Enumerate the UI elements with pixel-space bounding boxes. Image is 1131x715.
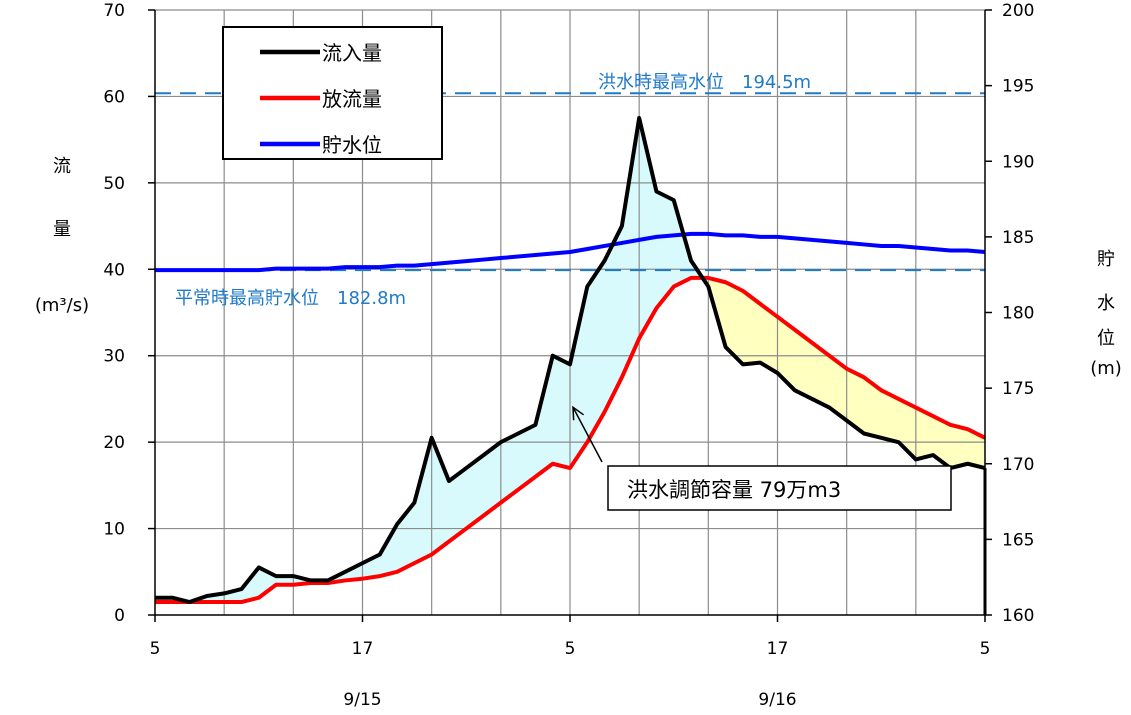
left-tick-label: 20: [103, 433, 125, 453]
annotation: 洪水調節容量 79万m3: [572, 405, 952, 511]
legend-label: 流入量: [322, 41, 382, 65]
x-tick-label: 5: [565, 639, 576, 659]
right-axis-label-part: 貯: [1097, 249, 1115, 270]
date-label: 9/16: [758, 690, 796, 710]
left-axis-ticks: 0 10 20 30 40 50 60 70: [103, 1, 155, 626]
left-tick-label: 50: [103, 174, 125, 194]
right-tick-label: 195: [1002, 77, 1034, 97]
date-labels: 9/15 9/16: [343, 690, 796, 710]
storage-fill-area: [155, 118, 703, 603]
left-tick-label: 70: [103, 1, 125, 21]
legend-box: [222, 26, 443, 160]
left-axis-label-part: 流: [53, 156, 71, 177]
right-tick-label: 165: [1002, 530, 1034, 550]
series-line-storage-level: [155, 231, 986, 273]
reference-line-label: 洪水時最高水位 194.5m: [598, 72, 811, 93]
left-tick-label: 60: [103, 87, 125, 107]
right-axis-label-part: (m): [1090, 358, 1122, 379]
left-axis-label: 流量 (m³/s): [35, 156, 89, 316]
x-tick-label: 5: [980, 639, 991, 659]
series-line-inflow: [155, 116, 986, 605]
right-tick-label: 190: [1002, 152, 1034, 172]
left-axis-label-part: 量: [53, 219, 71, 240]
series-lines: [155, 116, 987, 615]
x-tick-label: 17: [352, 639, 374, 659]
x-tick-label: 5: [150, 639, 161, 659]
right-tick-label: 170: [1002, 455, 1034, 475]
left-tick-label: 30: [103, 347, 125, 367]
left-tick-label: 10: [103, 520, 125, 540]
right-axis-ticks: 160 165 170 175 180 185 190 195 200: [985, 1, 1034, 626]
release-fill-area: [702, 277, 985, 469]
annotation-text: 洪水調節容量 79万m3: [627, 478, 841, 502]
storage-fill-areas: [155, 118, 985, 603]
right-axis-label-part: 水: [1097, 293, 1115, 314]
right-tick-label: 185: [1002, 228, 1034, 248]
right-tick-label: 160: [1002, 606, 1034, 626]
x-axis-ticks: 5 17 5 17 5: [150, 615, 991, 659]
x-tick-label: 17: [767, 639, 789, 659]
annotation-arrow-line: [572, 406, 603, 463]
legend-label: 貯水位: [322, 133, 382, 157]
right-axis-label: 貯水位 (m): [1090, 249, 1122, 379]
left-axis-label-part: (m³/s): [35, 295, 89, 316]
annotation-arrow-head: [572, 405, 585, 421]
left-tick-label: 0: [114, 606, 125, 626]
right-tick-label: 175: [1002, 379, 1034, 399]
legend-label: 放流量: [322, 87, 382, 111]
reference-line-label: 平常時最高貯水位 182.8m: [175, 288, 406, 309]
right-axis-label-part: 位: [1097, 328, 1115, 349]
series-line-outflow: [155, 275, 986, 605]
right-tick-label: 200: [1002, 1, 1034, 21]
left-tick-label: 40: [103, 260, 125, 280]
date-label: 9/15: [343, 690, 381, 710]
annotation-box: [607, 465, 952, 511]
right-tick-label: 180: [1002, 304, 1034, 324]
